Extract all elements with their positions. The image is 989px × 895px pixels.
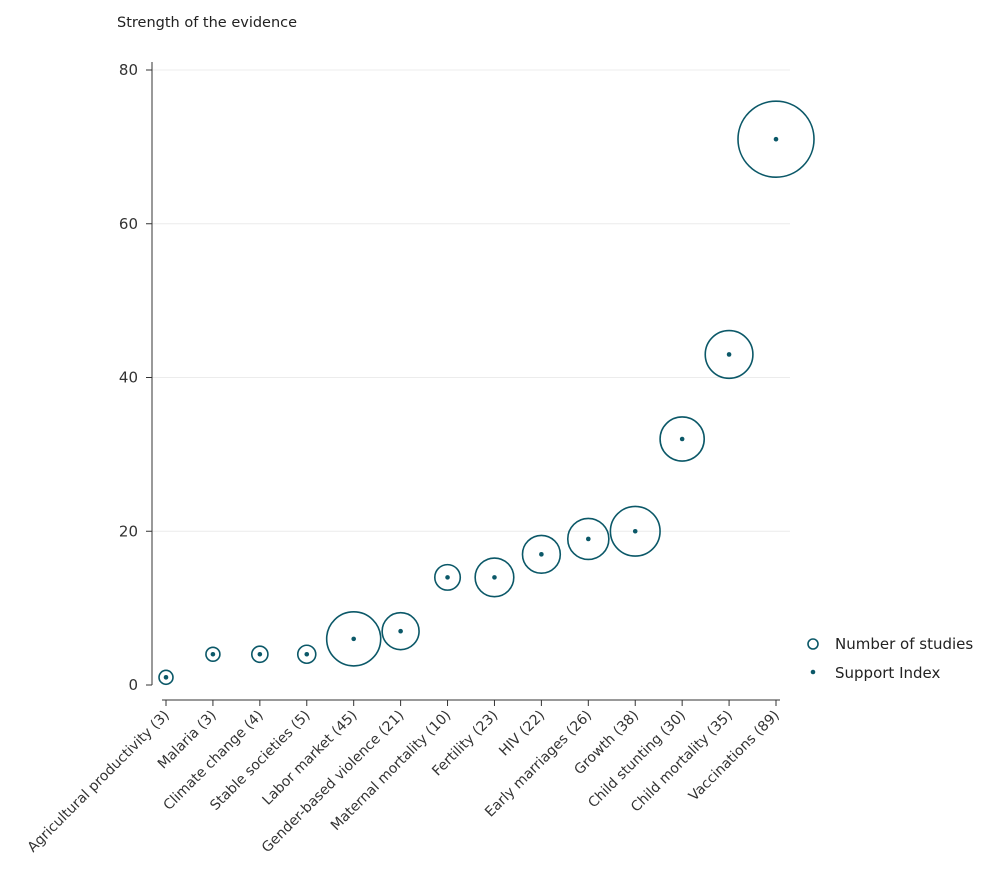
- y-tick-label-20: 20: [119, 522, 138, 540]
- legend: Number of studies Support Index: [807, 635, 973, 682]
- bubble-number-of-studies: [205, 646, 221, 663]
- y-tick-label-0: 0: [128, 676, 138, 694]
- dot-support-index: [398, 628, 403, 634]
- x-tick-label: Vaccinations (89): [686, 708, 783, 805]
- dot-support-index: [257, 651, 263, 657]
- y-axis-label: Strength of the evidence: [117, 15, 297, 31]
- legend-marker-support-index: [810, 669, 816, 675]
- legend-label-support-index: Support Index: [835, 664, 940, 682]
- support-dots: [163, 136, 779, 680]
- legend-marker-number-of-studies: [807, 638, 819, 650]
- bubble-number-of-studies: [474, 557, 515, 598]
- dot-support-index: [679, 436, 685, 442]
- bubble-number-of-studies: [250, 645, 269, 664]
- bubble-number-of-studies: [521, 534, 562, 575]
- y-tick-label-40: 40: [119, 369, 138, 387]
- dot-support-index: [726, 352, 732, 357]
- dot-support-index: [586, 536, 591, 542]
- gridlines: [152, 69, 790, 532]
- dot-support-index: [773, 136, 779, 142]
- bubble-number-of-studies: [609, 505, 661, 557]
- bubble-number-of-studies: [325, 611, 382, 667]
- bubble-number-of-studies: [158, 669, 174, 686]
- legend-label-number-of-studies: Number of studies: [835, 635, 973, 653]
- bubble-number-of-studies: [381, 611, 420, 651]
- dot-support-index: [351, 636, 356, 642]
- bubbles: [158, 100, 815, 686]
- dot-support-index: [539, 552, 544, 557]
- dot-support-index: [632, 528, 638, 534]
- dot-support-index: [304, 651, 310, 657]
- dot-support-index: [210, 651, 216, 657]
- bubble-number-of-studies: [434, 563, 462, 591]
- y-tick-label-80: 80: [119, 61, 138, 79]
- bubble-number-of-studies: [296, 644, 317, 665]
- dot-support-index: [163, 675, 169, 680]
- bubble-number-of-studies: [704, 329, 754, 380]
- y-tick-label-60: 60: [119, 215, 138, 233]
- bubble-number-of-studies: [659, 416, 706, 462]
- bubble-number-of-studies: [566, 517, 610, 561]
- x-tick-label: Agricultural productivity (3): [25, 708, 173, 856]
- dot-support-index: [492, 575, 497, 580]
- bubble-number-of-studies: [737, 100, 815, 178]
- dot-support-index: [445, 575, 450, 580]
